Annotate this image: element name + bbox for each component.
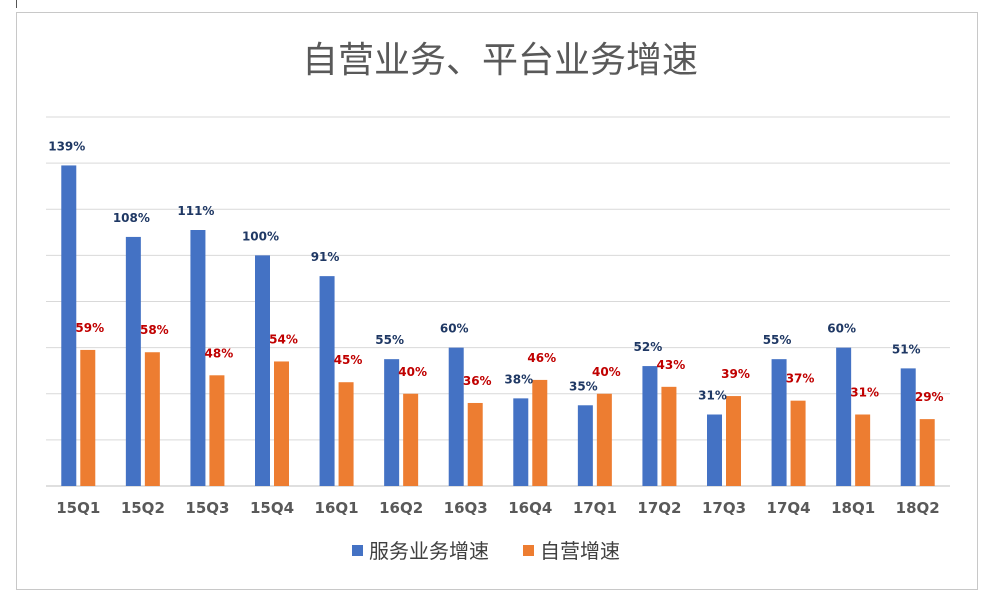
x-tick-label: 17Q2	[637, 499, 681, 517]
x-tick-label: 17Q3	[702, 499, 746, 517]
label-service-16Q1: 91%	[311, 250, 340, 264]
label-service-15Q4: 100%	[242, 229, 279, 243]
x-tick-label: 17Q4	[767, 499, 811, 517]
bar-service-16Q3	[448, 347, 464, 486]
label-self-16Q4: 46%	[527, 351, 556, 365]
x-tick-label: 16Q1	[315, 499, 359, 517]
bar-service-16Q1	[319, 276, 335, 486]
label-service-17Q2: 52%	[634, 340, 663, 354]
label-self-16Q3: 36%	[463, 374, 492, 388]
label-self-18Q1: 31%	[850, 386, 879, 400]
bar-service-17Q4	[771, 359, 787, 486]
x-tick-label: 15Q1	[56, 499, 100, 517]
x-tick-label: 17Q1	[573, 499, 617, 517]
bar-self-16Q3	[467, 402, 483, 486]
label-self-15Q1: 59%	[75, 321, 104, 335]
legend-swatch-1	[523, 545, 534, 556]
label-service-15Q3: 111%	[177, 204, 214, 218]
bar-self-15Q2	[144, 352, 160, 486]
bar-self-15Q3	[209, 375, 225, 486]
bar-self-17Q1	[596, 393, 612, 486]
x-tick-label: 18Q1	[831, 499, 875, 517]
label-self-16Q2: 40%	[398, 365, 427, 379]
bar-self-16Q1	[338, 382, 354, 486]
label-service-16Q3: 60%	[440, 322, 469, 336]
bar-service-18Q2	[900, 368, 916, 486]
x-tick-label: 18Q2	[896, 499, 940, 517]
bar-self-17Q2	[661, 386, 677, 486]
bar-service-17Q3	[707, 414, 722, 486]
label-self-15Q3: 48%	[205, 346, 234, 360]
bar-service-15Q4	[255, 255, 270, 486]
chart-frame	[16, 12, 978, 590]
label-service-15Q1: 139%	[48, 139, 85, 153]
text-cursor-mark	[16, 0, 17, 8]
bar-service-18Q1	[836, 347, 852, 486]
bar-self-15Q1	[80, 349, 96, 486]
bar-service-17Q2	[642, 366, 658, 486]
label-self-15Q2: 58%	[140, 323, 169, 337]
label-service-18Q2: 51%	[892, 342, 921, 356]
legend-swatch-0	[352, 545, 363, 556]
bar-service-16Q4	[513, 398, 529, 486]
label-service-16Q4: 38%	[504, 372, 533, 386]
label-service-18Q1: 60%	[827, 322, 856, 336]
x-tick-label: 15Q3	[185, 499, 229, 517]
bar-self-18Q2	[919, 419, 935, 486]
bar-self-18Q1	[855, 414, 871, 486]
x-tick-label: 16Q2	[379, 499, 423, 517]
label-service-16Q2: 55%	[375, 333, 404, 347]
bar-service-16Q2	[384, 359, 400, 486]
bar-self-15Q4	[274, 361, 289, 486]
bar-self-16Q4	[532, 379, 548, 486]
legend: 服务业务增速 自营增速	[352, 539, 620, 563]
label-self-17Q1: 40%	[592, 365, 621, 379]
label-self-16Q1: 45%	[334, 353, 363, 367]
x-tick-label: 15Q4	[250, 499, 294, 517]
label-self-17Q4: 37%	[786, 372, 815, 386]
bar-service-15Q2	[125, 236, 141, 486]
data-labels: 139% 59% 108% 58% 111% 48% 100% 54% 91% 45% 55% 40%…	[48, 139, 943, 404]
x-tick-label: 16Q4	[508, 499, 552, 517]
label-service-17Q1: 35%	[569, 379, 598, 393]
label-service-15Q2: 108%	[113, 211, 150, 225]
label-self-18Q2: 29%	[915, 390, 944, 404]
bar-service-17Q1	[577, 405, 593, 486]
legend-label-0: 服务业务增速	[369, 539, 489, 563]
gridlines	[46, 116, 950, 487]
label-self-15Q4: 54%	[269, 332, 298, 346]
label-self-17Q3: 39%	[721, 367, 750, 381]
legend-label-1: 自营增速	[540, 539, 620, 563]
bar-service-15Q1	[61, 165, 77, 486]
chart-title: 自营业务、平台业务增速	[302, 40, 698, 81]
x-tick-label: 16Q3	[444, 499, 488, 517]
bar-self-17Q3	[726, 396, 741, 486]
label-service-17Q4: 55%	[763, 333, 792, 347]
x-tick-label: 15Q2	[121, 499, 165, 517]
bars	[61, 165, 935, 486]
bar-self-17Q4	[790, 400, 806, 486]
bar-self-16Q2	[403, 393, 419, 486]
bar-service-15Q3	[190, 230, 206, 486]
x-axis-ticks: 15Q1 15Q2 15Q3 15Q4 16Q1 16Q2 16Q3 16Q4 17Q1 17Q2…	[56, 499, 939, 517]
label-service-17Q3: 31%	[698, 389, 727, 403]
label-self-17Q2: 43%	[657, 358, 686, 372]
